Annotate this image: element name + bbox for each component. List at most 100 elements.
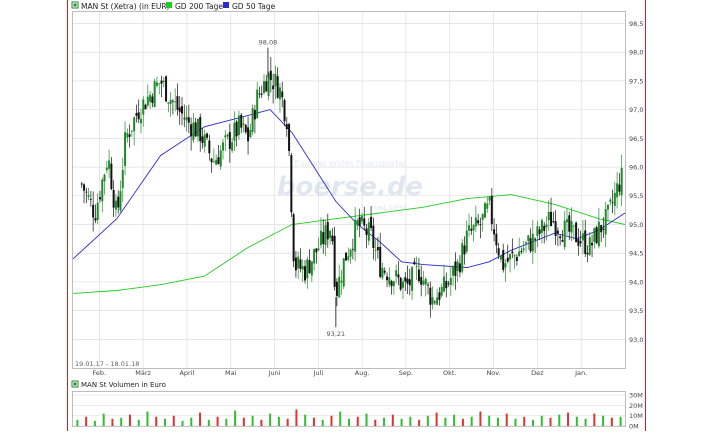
y-tick-label: 97,0	[629, 106, 643, 114]
candle-body	[454, 261, 457, 276]
candle-body	[365, 228, 368, 235]
candle-body	[554, 221, 557, 236]
candle-body	[424, 278, 427, 285]
candle-body	[331, 235, 334, 242]
candle-body	[137, 112, 140, 120]
candle-body	[114, 200, 117, 210]
candle-body	[367, 222, 370, 241]
candle-body	[98, 197, 101, 200]
candle-body	[231, 142, 234, 151]
candle-body	[85, 191, 88, 193]
candle-body	[167, 102, 170, 104]
candle-body	[370, 216, 373, 229]
candle-body	[354, 219, 357, 252]
candle-body	[481, 213, 484, 220]
candle-body	[376, 247, 379, 251]
candle-body	[272, 85, 275, 90]
candle-body	[486, 203, 489, 209]
candle-body	[347, 256, 350, 260]
candle-body	[458, 263, 461, 273]
candle-body	[461, 243, 464, 272]
volume-bar	[496, 417, 499, 426]
candle-body	[228, 132, 231, 149]
y-tick-label: 93,0	[629, 336, 643, 344]
candle-body	[417, 269, 420, 282]
candle-body	[547, 211, 550, 221]
candle-body	[258, 93, 261, 95]
volume-bar	[304, 414, 307, 426]
volume-bar	[426, 415, 429, 426]
candle-body	[169, 99, 172, 104]
candle-body	[372, 225, 375, 248]
price-annotations: 98,08 93,21	[259, 39, 346, 339]
x-tick-label: Mai	[225, 369, 237, 377]
candle-body	[356, 220, 359, 226]
candle-body	[577, 239, 580, 246]
candle-body	[463, 245, 466, 255]
candle-body	[470, 228, 473, 231]
candle-body	[242, 123, 245, 125]
candle-body	[174, 101, 177, 103]
volume-bar	[488, 415, 491, 426]
volume-y-axis: 30M 20M 10M 0M	[629, 392, 643, 431]
y-tick-label: 97,5	[629, 77, 643, 85]
volume-bar	[93, 420, 96, 426]
candle-body	[579, 241, 582, 244]
y-axis-labels: 98,5 98,0 97,5 97,0 96,5 96,0 95,5 95,0 94,5 94,0…	[629, 20, 643, 344]
legend-swatch-ma50	[223, 2, 229, 8]
candle-body	[506, 257, 509, 262]
candle-body	[130, 130, 133, 132]
candle-body	[201, 136, 204, 143]
candle-body	[247, 127, 250, 142]
candle-body	[117, 196, 120, 208]
volume-bar	[321, 419, 324, 426]
candle-body	[278, 87, 281, 100]
candle-body	[219, 150, 222, 167]
y-tick-label: 98,5	[629, 20, 643, 28]
candle-body	[224, 135, 227, 138]
candle-body	[531, 233, 534, 252]
candle-body	[176, 96, 179, 110]
candle-body	[158, 83, 161, 85]
candle-body	[128, 134, 131, 137]
candle-body	[215, 159, 218, 165]
y-tick-label: 94,5	[629, 250, 643, 258]
y-tick-label: 94,0	[629, 278, 643, 286]
volume-bar	[365, 413, 368, 426]
volume-bar	[164, 418, 166, 426]
volume-bar	[172, 415, 175, 426]
candle-body	[420, 277, 423, 285]
candle-body	[281, 91, 284, 98]
candle-body	[449, 277, 452, 285]
candle-body	[593, 228, 596, 242]
candle-body	[165, 76, 168, 102]
volume-bar	[514, 418, 517, 426]
watermark: Europas erstes Finanzportal boerse.de se…	[277, 159, 423, 212]
candle-body	[160, 80, 163, 84]
candle-body	[511, 251, 514, 254]
candle-body	[351, 248, 354, 250]
candle-body	[422, 280, 425, 285]
candle-body	[288, 124, 291, 151]
candle-body	[561, 240, 564, 242]
candle-body	[333, 235, 336, 287]
candle-body	[244, 125, 247, 133]
candle-body	[283, 100, 286, 122]
volume-bar	[602, 415, 605, 426]
candle-body	[456, 261, 459, 272]
candle-body	[401, 281, 404, 288]
x-tick-label: Juli	[313, 369, 324, 377]
watermark-tagline: Europas erstes Finanzportal	[295, 159, 406, 168]
legend-label-ma50: GD 50 Tage	[232, 2, 276, 11]
candle-body	[217, 157, 220, 165]
candle-body	[392, 281, 395, 287]
candle-body	[180, 106, 183, 114]
candle-body	[529, 238, 532, 252]
candle-body	[436, 297, 439, 305]
candle-body	[155, 82, 158, 86]
volume-bar	[85, 416, 88, 426]
candle-body	[267, 72, 270, 97]
candle-body	[151, 96, 154, 103]
volume-tick-label: 30M	[629, 392, 643, 400]
volume-bar	[356, 416, 359, 426]
